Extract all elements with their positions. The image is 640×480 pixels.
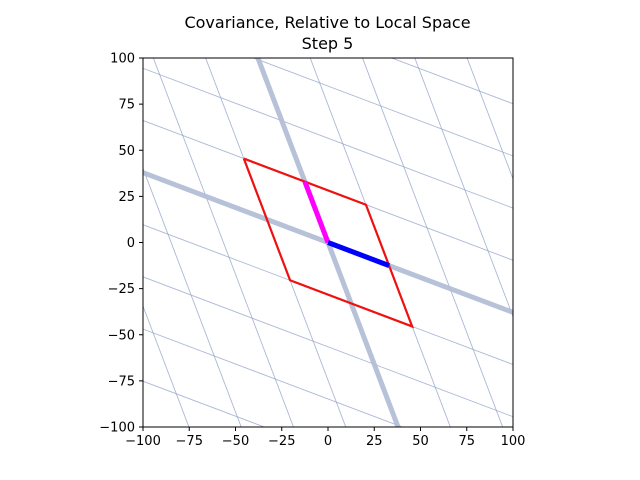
grid-line-u (0, 51, 640, 480)
y-tick-label: 25 (118, 190, 135, 205)
x-tick-label: 100 (501, 434, 526, 449)
x-tick-label: 50 (412, 434, 429, 449)
covariance-box (242, 157, 415, 329)
y-tick-label: 0 (127, 236, 135, 251)
y-tick-label: 100 (110, 52, 135, 67)
basis-vector-u (327, 240, 390, 268)
grid-line-v (0, 0, 520, 480)
y-tick-label: −50 (108, 328, 135, 343)
grid-line-u (0, 294, 640, 480)
x-tick-label: 25 (366, 434, 383, 449)
grid-line-u (0, 0, 640, 8)
grid-line-v (0, 0, 276, 480)
grid-line-v (0, 0, 32, 480)
y-tick-label: −25 (108, 282, 135, 297)
x-axis-ticks: −100 −75 −50 −25 0 25 50 75 100 (125, 427, 525, 449)
grid-line-v (441, 0, 640, 480)
x-tick-label: 75 (458, 434, 475, 449)
grid-line-v (563, 0, 640, 480)
y-tick-label: 75 (118, 98, 135, 113)
grid-line-v (502, 0, 640, 480)
x-tick-label: 0 (324, 434, 332, 449)
basis-vector-v (302, 180, 331, 244)
x-tick-label: −25 (268, 434, 295, 449)
y-tick-label: 50 (118, 144, 135, 159)
x-tick-label: −50 (222, 434, 249, 449)
chart-title: Covariance, Relative to Local Space (184, 13, 470, 32)
y-tick-label: −100 (99, 421, 135, 436)
grid-line-u (0, 112, 640, 480)
x-tick-label: −75 (176, 434, 203, 449)
y-axis-ticks: −100 −75 −50 −25 0 25 50 75 100 (99, 52, 143, 436)
grid-line-v (0, 0, 93, 480)
chart-subtitle: Step 5 (302, 34, 354, 53)
grid-line-v (319, 0, 640, 480)
grid-line-v (380, 0, 640, 480)
grid-line-u (0, 233, 640, 480)
x-tick-label: −100 (125, 434, 161, 449)
grid-line-u (0, 355, 640, 480)
y-tick-label: −75 (108, 374, 135, 389)
grid-line-v (624, 0, 640, 480)
grid-line-v (75, 0, 640, 480)
grid-line-u (0, 416, 640, 480)
